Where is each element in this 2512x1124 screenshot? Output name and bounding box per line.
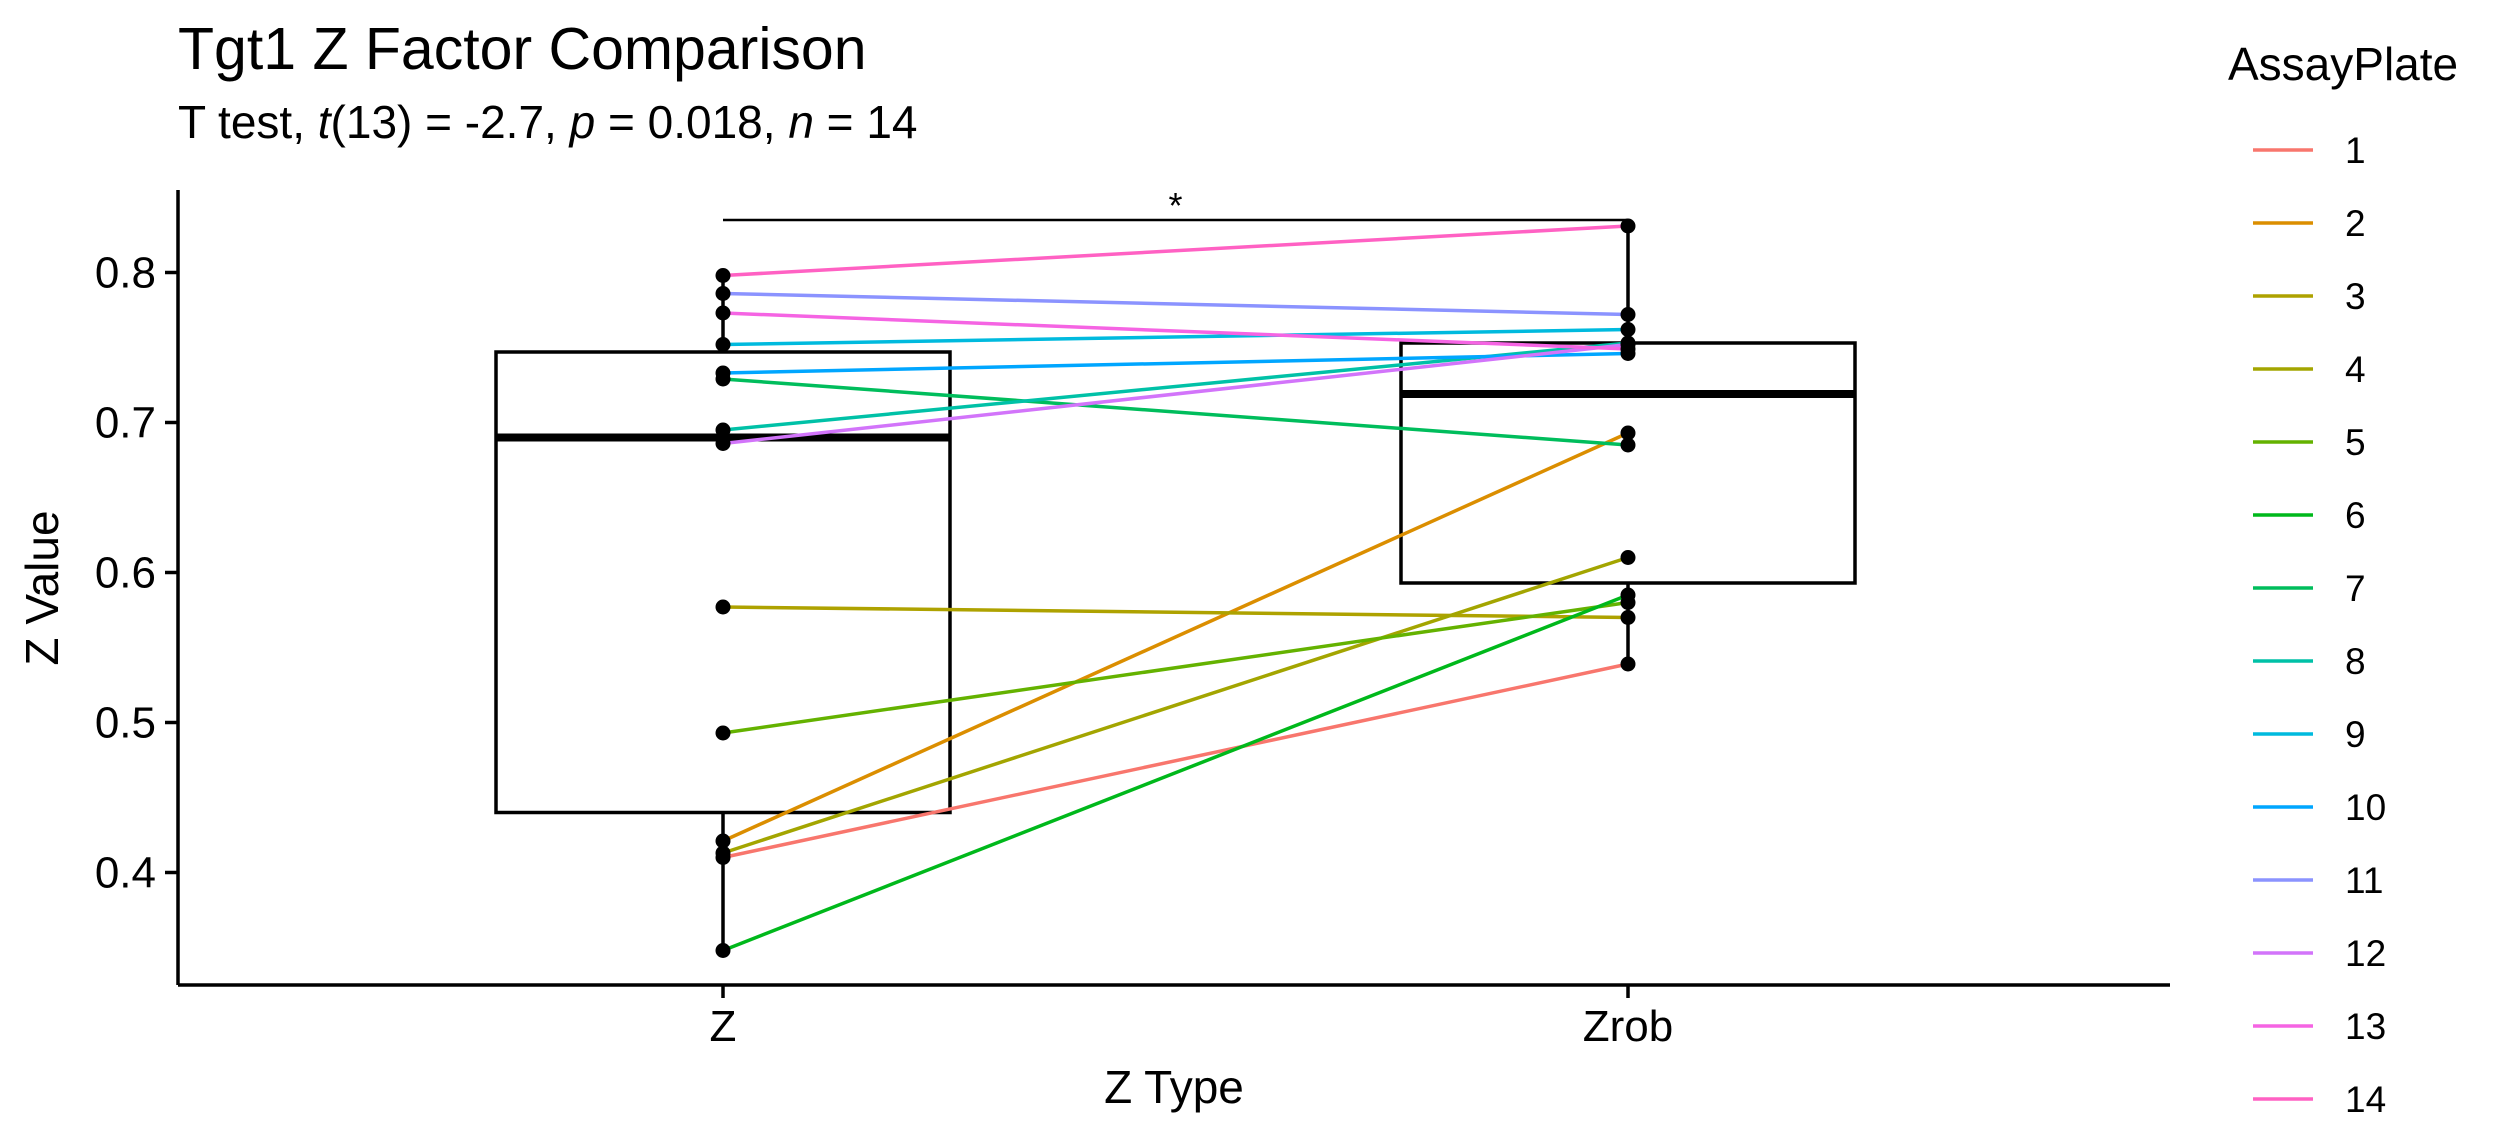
- point-14-zrob: [1620, 218, 1636, 234]
- y-tick-label: 0.8: [95, 249, 156, 298]
- y-tick-label: 0.4: [95, 849, 156, 898]
- legend-label: 9: [2345, 714, 2366, 755]
- legend-label: 1: [2345, 130, 2366, 171]
- point-12-z: [715, 436, 731, 451]
- series-line-4: [722, 555, 1629, 855]
- legend-label: 5: [2345, 422, 2366, 463]
- subtitle-n-name: n: [788, 96, 814, 148]
- point-8-z: [715, 422, 731, 438]
- legend-label: 6: [2345, 495, 2366, 536]
- series-line-14: [722, 224, 1629, 278]
- legend-title: AssayPlate: [2228, 38, 2459, 90]
- series-line-9: [722, 327, 1629, 347]
- point-13-z: [715, 305, 731, 321]
- points-layer: [715, 218, 1636, 958]
- subtitle-df: (13): [330, 96, 413, 148]
- x-axis-label: Z Type: [1104, 1061, 1244, 1113]
- legend-label: 7: [2345, 568, 2366, 609]
- point-5-z: [715, 725, 731, 741]
- legend-label: 13: [2345, 1006, 2386, 1047]
- series-line-7: [722, 377, 1629, 447]
- point-11-zrob: [1620, 307, 1636, 322]
- point-10-z: [715, 365, 731, 381]
- point-9-zrob: [1620, 322, 1636, 337]
- point-4-zrob: [1620, 550, 1636, 565]
- legend-item-1: 1: [2253, 130, 2366, 171]
- legend-item-2: 2: [2253, 203, 2366, 244]
- series-line-6: [722, 593, 1629, 953]
- point-9-z: [715, 337, 731, 352]
- axes-layer: 0.4 0.5 0.6 0.7 0.8 Z Zrob Z Type Z Value: [16, 190, 2170, 1113]
- legend-item-13: 13: [2253, 1006, 2386, 1047]
- legend-label: 11: [2345, 860, 2383, 901]
- point-13-zrob: [1620, 341, 1636, 357]
- legend-item-5: 5: [2253, 422, 2366, 463]
- subtitle-n-value: = 14: [813, 96, 918, 148]
- legend-item-3: 3: [2253, 276, 2366, 317]
- legend-label: 8: [2345, 641, 2366, 682]
- y-tick-label: 0.6: [95, 549, 156, 598]
- legend-item-9: 9: [2253, 714, 2366, 755]
- legend-label: 2: [2345, 203, 2366, 244]
- series-line-12: [722, 342, 1629, 446]
- point-4-z: [715, 845, 731, 861]
- legend-item-11: 11: [2253, 860, 2383, 901]
- point-3-zrob: [1620, 610, 1636, 625]
- subtitle-test: T test,: [178, 96, 318, 148]
- point-6-z: [715, 943, 731, 958]
- chart-title: Tgt1 Z Factor Comparison: [178, 16, 867, 82]
- point-14-z: [715, 268, 731, 283]
- y-tick-label: 0.5: [95, 699, 156, 748]
- point-6-zrob: [1620, 587, 1636, 603]
- series-line-2: [722, 431, 1629, 843]
- point-2-z: [715, 833, 731, 849]
- boxes-layer: [494, 226, 1857, 951]
- subtitle-p-value: = 0.018,: [595, 96, 789, 148]
- box-iqr: [494, 350, 952, 815]
- subtitle-stat-name: t: [317, 96, 331, 148]
- series-line-3: [722, 605, 1629, 620]
- subtitle-stat-value: = -2.7,: [412, 96, 570, 148]
- significance-label: *: [1168, 185, 1182, 226]
- box-iqr: [1399, 341, 1857, 585]
- series-line-10: [722, 351, 1629, 375]
- legend-label: 4: [2345, 349, 2366, 390]
- point-3-z: [715, 599, 731, 615]
- legend-label: 12: [2345, 933, 2386, 974]
- significance-layer: *: [723, 185, 1628, 226]
- x-tick-label: Z: [710, 1002, 737, 1051]
- legend-item-12: 12: [2253, 933, 2386, 974]
- subtitle-p-name: p: [569, 96, 596, 148]
- chart-subtitle: T test, t(13) = -2.7, p = 0.018, n = 14: [178, 92, 918, 152]
- legend-item-8: 8: [2253, 641, 2366, 682]
- legend-item-10: 10: [2253, 787, 2386, 828]
- x-tick-label: Zrob: [1583, 1002, 1673, 1051]
- series-line-11: [722, 291, 1629, 317]
- point-11-z: [715, 286, 731, 301]
- point-2-zrob: [1620, 425, 1636, 441]
- legend-label: 3: [2345, 276, 2366, 317]
- legend-label: 10: [2345, 787, 2386, 828]
- series-line-13: [722, 311, 1629, 351]
- y-axis-label: Z Value: [16, 510, 68, 665]
- series-line-5: [722, 600, 1629, 735]
- point-1-zrob: [1620, 656, 1636, 672]
- point-7-zrob: [1620, 437, 1636, 453]
- y-tick-label: 0.7: [95, 399, 156, 448]
- series-line-1: [722, 662, 1629, 860]
- series-lines-layer: [722, 224, 1629, 953]
- legend-item-4: 4: [2253, 349, 2366, 390]
- legend-item-6: 6: [2253, 495, 2366, 536]
- boxplot-zrob: [1399, 226, 1857, 664]
- legend-item-7: 7: [2253, 568, 2366, 609]
- legend-item-14: 14: [2253, 1079, 2386, 1120]
- legend-label: 14: [2345, 1079, 2386, 1120]
